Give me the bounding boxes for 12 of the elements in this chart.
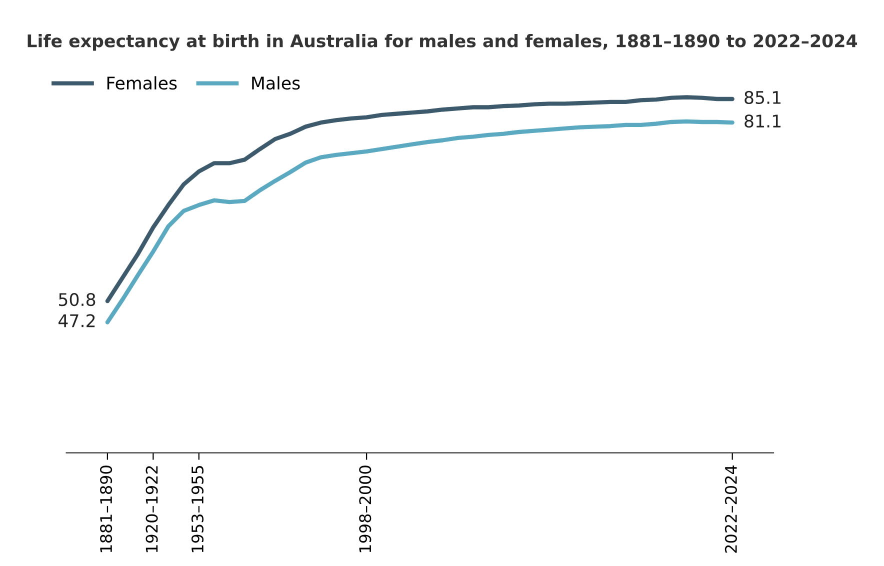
- legend-label: Males: [252, 76, 300, 90]
- x-tick-label: 1953–1955: [191, 466, 204, 552]
- x-tick-label: 2022–2024: [724, 466, 737, 553]
- x-tick-label: 1881–1890: [100, 466, 112, 552]
- x-tick-label: 1920–1922: [146, 466, 158, 552]
- chart-title: Life expectancy at birth in Australia for males and females, 1881–1890 to 2022–2024: [28, 34, 858, 51]
- data-label: 47.2: [58, 314, 95, 328]
- legend-label: Females: [107, 76, 177, 90]
- data-label: 85.1: [744, 90, 781, 104]
- data-label: 50.8: [59, 292, 96, 306]
- data-label: 81.1: [744, 114, 781, 128]
- x-tick-label: 1998–2000: [359, 466, 372, 552]
